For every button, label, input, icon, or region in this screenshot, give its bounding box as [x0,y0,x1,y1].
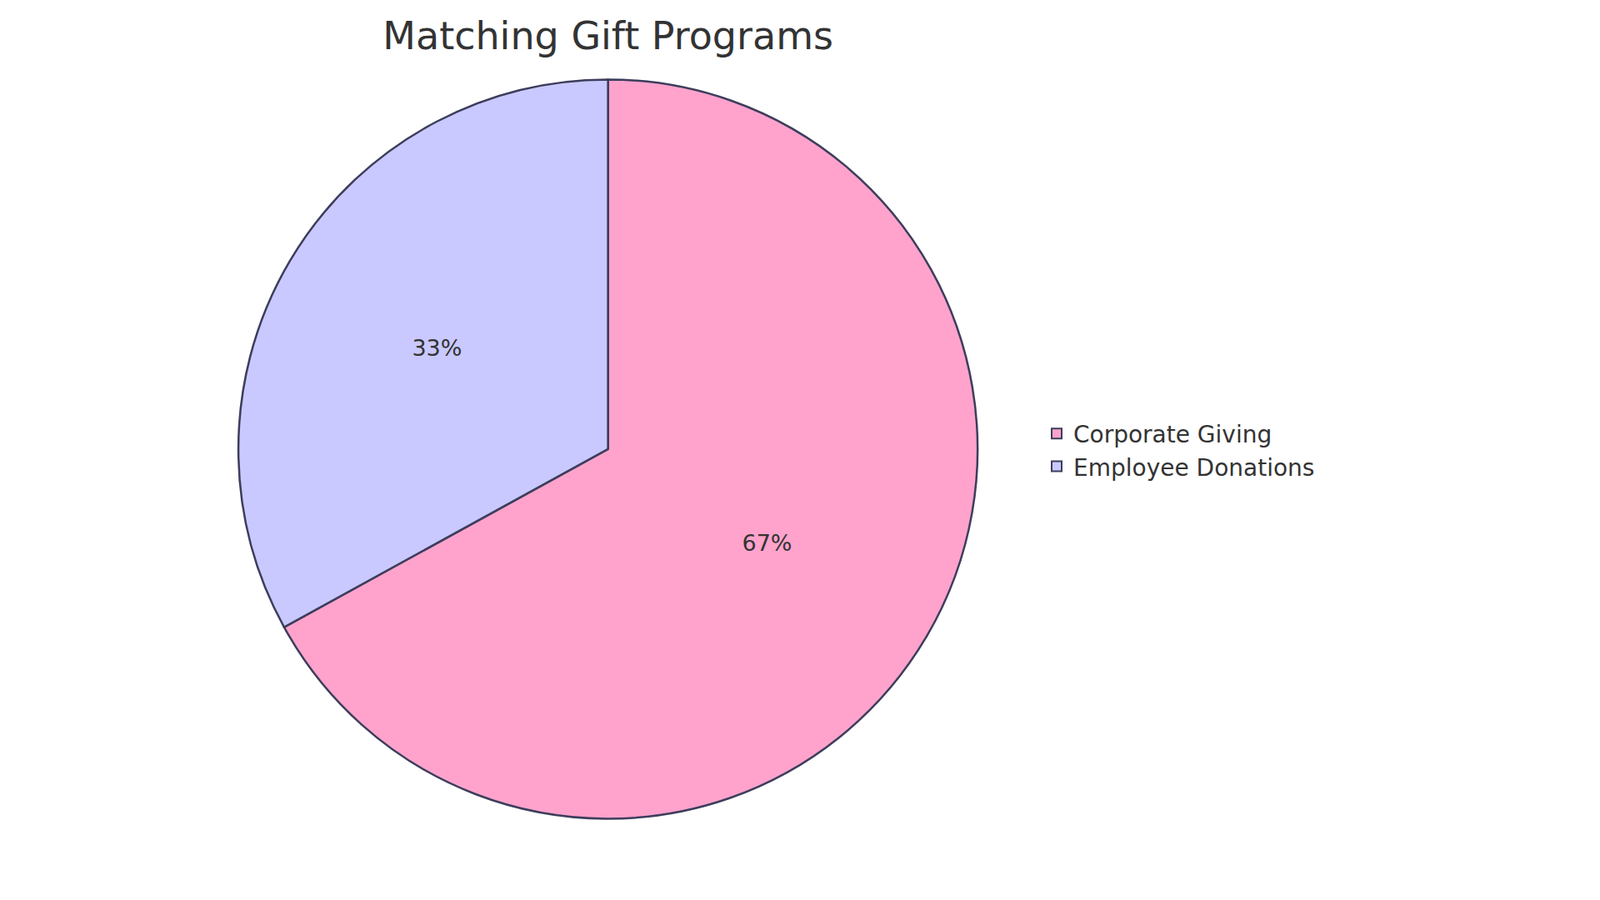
svg-text:67%: 67% [741,530,792,556]
svg-text:Employee Donations: Employee Donations [1073,454,1315,482]
svg-text:Corporate Giving: Corporate Giving [1073,420,1272,449]
svg-text:Matching Gift Programs: Matching Gift Programs [382,13,834,59]
svg-text:33%: 33% [411,335,462,361]
